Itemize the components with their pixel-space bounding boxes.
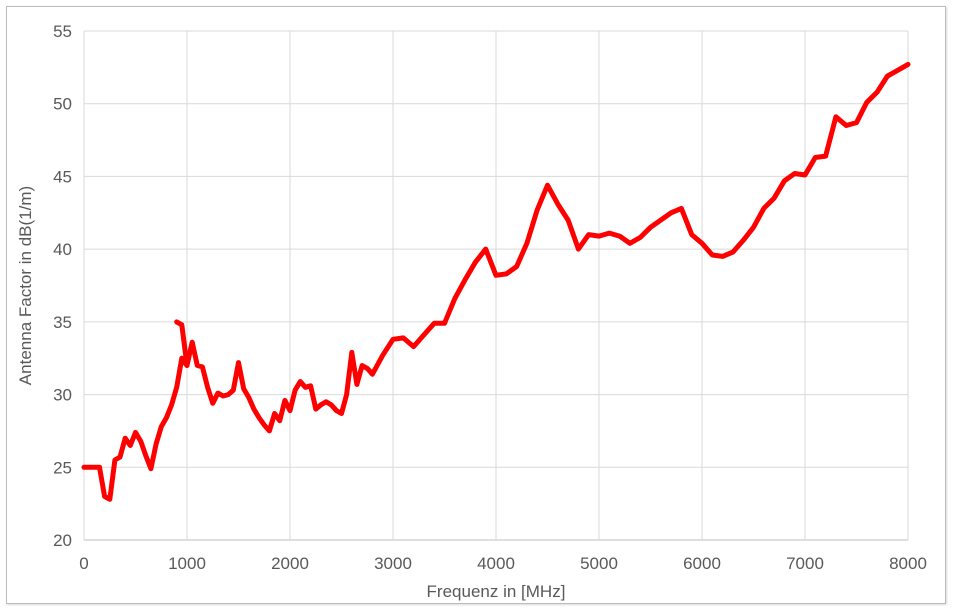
chart-frame bbox=[6, 6, 946, 604]
x-tick-label: 0 bbox=[79, 554, 88, 573]
x-tick-label: 5000 bbox=[580, 554, 618, 573]
x-tick-label: 3000 bbox=[374, 554, 412, 573]
x-tick-label: 6000 bbox=[683, 554, 721, 573]
y-tick-label: 40 bbox=[53, 240, 72, 259]
x-tick-label: 2000 bbox=[271, 554, 309, 573]
x-tick-label: 4000 bbox=[477, 554, 515, 573]
y-tick-label: 55 bbox=[53, 22, 72, 41]
x-tick-label: 7000 bbox=[786, 554, 824, 573]
y-axis-title: Antenna Factor in dB(1/m) bbox=[16, 186, 35, 385]
y-tick-label: 50 bbox=[53, 95, 72, 114]
y-tick-label: 35 bbox=[53, 313, 72, 332]
series-line bbox=[174, 319, 190, 368]
series bbox=[81, 61, 911, 502]
y-tick-label: 45 bbox=[53, 167, 72, 186]
x-axis-title: Frequenz in [MHz] bbox=[427, 582, 566, 601]
x-tick-label: 1000 bbox=[168, 554, 206, 573]
y-tick-label: 25 bbox=[53, 458, 72, 477]
grid bbox=[83, 30, 909, 541]
x-tick-label: 8000 bbox=[889, 554, 927, 573]
y-tick-label: 30 bbox=[53, 386, 72, 405]
tick-labels: 20 25 30 35 40 45 50 55 0 1000 2000 3000 4000 5000 600… bbox=[53, 22, 927, 573]
y-tick-label: 20 bbox=[53, 531, 72, 550]
